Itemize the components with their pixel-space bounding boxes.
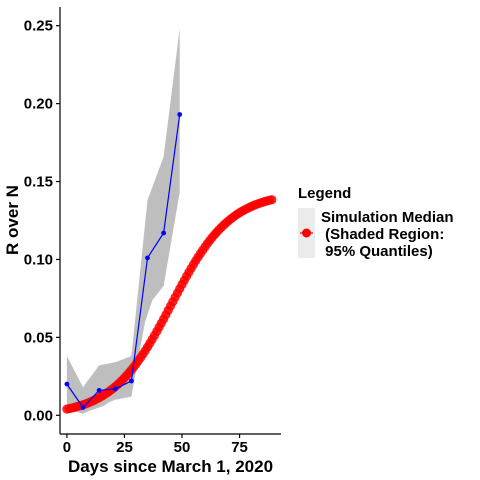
observed-point bbox=[113, 386, 118, 391]
simulation-point bbox=[267, 195, 276, 204]
legend-entry-line-3: 95% Quantiles) bbox=[321, 243, 433, 260]
observed-point bbox=[145, 256, 150, 261]
observed-point bbox=[129, 379, 134, 384]
quantile-bands bbox=[67, 29, 180, 414]
y-tick-label: 0.00 bbox=[24, 407, 53, 424]
y-tick-label: 0.20 bbox=[24, 96, 53, 113]
legend-title: Legend bbox=[298, 185, 351, 202]
legend-entry-line-2: (Shaded Region: bbox=[321, 226, 444, 243]
y-tick-label: 0.25 bbox=[24, 18, 53, 35]
y-axis-title: R over N bbox=[3, 185, 22, 255]
legend-key-point bbox=[302, 229, 311, 238]
x-tick-label: 50 bbox=[174, 439, 191, 456]
observed-point bbox=[65, 382, 70, 387]
legend-entry-label: Simulation Median (Shaded Region: 95% Qu… bbox=[321, 209, 480, 260]
observed-point bbox=[81, 405, 86, 410]
observed-point bbox=[161, 231, 166, 236]
legend: Legend Simulation Median (Shaded Region:… bbox=[298, 185, 480, 260]
x-axis-ticks: 0 25 50 75 bbox=[63, 434, 248, 456]
observed-quantile-band bbox=[67, 29, 180, 414]
plot-panel bbox=[62, 29, 276, 414]
x-tick-label: 25 bbox=[116, 439, 133, 456]
y-tick-label: 0.15 bbox=[24, 174, 53, 191]
x-tick-label: 0 bbox=[63, 439, 71, 456]
y-tick-label: 0.10 bbox=[24, 251, 53, 268]
legend-entry-line-1: Simulation Median bbox=[321, 209, 454, 226]
x-axis-title: Days since March 1, 2020 bbox=[68, 457, 273, 476]
x-tick-label: 75 bbox=[231, 439, 248, 456]
observed-point bbox=[177, 112, 182, 117]
observed-point bbox=[97, 388, 102, 393]
y-axis-ticks: 0.00 0.05 0.10 0.15 0.20 0.25 bbox=[24, 18, 60, 425]
y-tick-label: 0.05 bbox=[24, 329, 53, 346]
